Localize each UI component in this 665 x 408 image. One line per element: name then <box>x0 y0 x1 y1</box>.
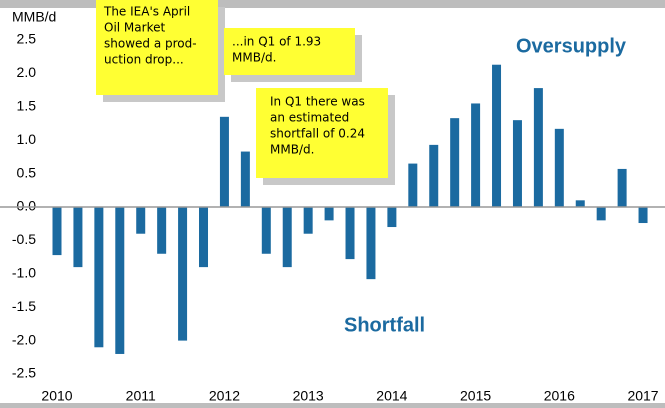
y-axis-label: MMB/d <box>12 9 56 25</box>
y-tick-label: -0.5 <box>12 231 36 247</box>
annotation-text: an estimated <box>270 111 349 125</box>
bar <box>638 207 648 224</box>
bar <box>178 207 188 341</box>
y-tick-label: -1.0 <box>12 265 36 281</box>
annotation-text: uction drop... <box>104 53 184 67</box>
bar <box>450 118 460 207</box>
bottom-strip <box>0 403 665 408</box>
bar <box>240 151 250 207</box>
x-tick-label: 2011 <box>126 388 156 404</box>
bar <box>345 207 355 260</box>
y-tick-label: 2.0 <box>17 64 37 80</box>
y-tick-label: 1.5 <box>17 98 37 114</box>
annotation-box <box>96 0 218 95</box>
bar <box>471 103 481 207</box>
bar <box>533 88 543 207</box>
bar <box>52 207 62 256</box>
annotation-text: showed a prod- <box>104 37 197 51</box>
y-tick-label: 1.0 <box>17 131 37 147</box>
y-tick-label: 0.0 <box>17 198 37 214</box>
annotation-text: MMB/d. <box>270 143 314 157</box>
top-strip <box>0 0 665 8</box>
region-label: Oversupply <box>516 35 627 57</box>
bar <box>387 207 397 228</box>
x-tick-label: 2017 <box>627 388 658 404</box>
x-tick-label: 2012 <box>209 388 240 404</box>
bar <box>324 207 334 221</box>
bar <box>303 207 313 234</box>
bar <box>94 207 104 348</box>
y-tick-label: 0.5 <box>17 164 37 180</box>
bar <box>512 120 522 207</box>
y-tick-label: -2.0 <box>12 331 36 347</box>
bar <box>157 207 167 254</box>
x-tick-label: 2016 <box>544 388 575 404</box>
bar <box>136 207 146 234</box>
bar <box>596 207 606 221</box>
bar <box>261 207 271 254</box>
bar <box>408 163 418 207</box>
bar <box>575 200 585 207</box>
annotation-text: MMB/d. <box>232 51 276 65</box>
annotation-box <box>224 28 355 75</box>
bar <box>282 207 292 268</box>
y-tick-label: -1.5 <box>12 298 36 314</box>
annotation-box <box>256 88 388 178</box>
bar <box>199 207 209 268</box>
bar <box>115 207 125 354</box>
bar <box>617 168 627 207</box>
y-tick-label: -2.5 <box>12 365 36 381</box>
x-tick-label: 2014 <box>376 388 407 404</box>
bar <box>73 207 83 268</box>
annotation-text: The IEA's April <box>103 5 190 19</box>
annotation-text: ...in Q1 of 1.93 <box>232 35 321 49</box>
x-tick-label: 2010 <box>41 388 72 404</box>
x-tick-label: 2013 <box>293 388 324 404</box>
annotation-text: shortfall of 0.24 <box>270 127 365 141</box>
x-tick-label: 2015 <box>460 388 491 404</box>
annotation-text: Oil Market <box>104 21 165 35</box>
y-tick-label: 2.5 <box>17 31 37 47</box>
bar <box>492 64 502 207</box>
bar <box>554 128 564 207</box>
bar <box>429 144 439 207</box>
bar <box>366 207 376 280</box>
bar <box>219 116 229 207</box>
annotation-text: In Q1 there was <box>270 95 365 109</box>
region-label: Shortfall <box>344 314 425 336</box>
